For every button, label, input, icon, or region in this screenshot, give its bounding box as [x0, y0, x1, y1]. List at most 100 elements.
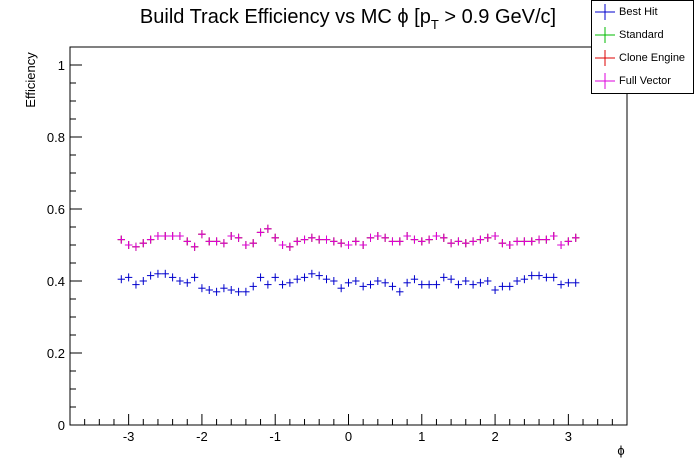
data-point	[359, 282, 367, 291]
data-point	[249, 282, 257, 291]
data-point	[205, 286, 213, 294]
data-point	[278, 241, 287, 249]
data-point	[564, 278, 573, 287]
data-point	[454, 280, 463, 289]
data-point	[447, 239, 455, 248]
legend-item: Standard	[592, 24, 693, 47]
y-axis-label: Efficiency	[23, 52, 38, 108]
data-point	[476, 278, 485, 287]
legend-label: Full Vector	[619, 75, 671, 87]
data-point	[374, 277, 382, 285]
legend-marker-icon	[595, 27, 615, 43]
data-point	[330, 237, 338, 246]
data-point	[220, 284, 228, 293]
y-tick-label: 0.6	[47, 202, 65, 217]
y-tick-label: 0.2	[47, 346, 65, 361]
data-point	[176, 277, 184, 285]
data-point	[403, 232, 411, 240]
data-point	[469, 280, 477, 289]
data-point	[278, 280, 287, 289]
data-point	[300, 235, 309, 244]
x-axis-label: ϕ	[617, 443, 624, 458]
data-point	[132, 242, 140, 251]
data-point	[454, 237, 463, 246]
data-point	[227, 286, 235, 294]
data-point	[403, 278, 411, 287]
data-point	[352, 277, 360, 285]
x-axis: -3 -2 -1 0 1 2 3	[69, 414, 628, 444]
data-point	[344, 278, 353, 287]
data-point	[366, 233, 375, 242]
data-point	[440, 273, 448, 282]
y-tick-label: 0.4	[47, 274, 65, 289]
x-tick-label: 3	[565, 429, 572, 444]
data-point	[161, 269, 169, 278]
data-point	[506, 241, 514, 249]
data-point	[264, 280, 272, 289]
chart-title: Build Track Efficiency vs MC ϕ [pT > 0.9…	[140, 6, 556, 32]
data-point	[286, 278, 294, 287]
data-point	[476, 235, 485, 244]
legend-marker-icon	[595, 4, 615, 20]
data-point	[168, 273, 177, 282]
data-point	[198, 230, 206, 239]
data-point	[469, 237, 477, 246]
data-point	[146, 271, 155, 280]
x-tick-label: 2	[491, 429, 498, 444]
legend: Best Hit Standard Clone Engine Full Vector	[591, 0, 694, 94]
data-point	[315, 235, 323, 244]
legend-marker-icon	[595, 73, 615, 89]
y-axis: 0 0.2 0.4 0.6 0.8 1	[47, 58, 82, 433]
legend-label: Standard	[619, 29, 664, 41]
data-point	[513, 277, 521, 285]
data-point	[293, 275, 301, 284]
data-point	[381, 278, 389, 287]
data-point	[308, 233, 316, 242]
data-point	[498, 239, 507, 248]
data-point	[212, 287, 221, 296]
x-tick-label: -3	[123, 429, 135, 444]
data-point	[462, 239, 470, 248]
data-point	[220, 239, 228, 248]
data-point	[271, 233, 279, 242]
data-point	[520, 275, 529, 284]
data-point	[124, 273, 133, 282]
legend-label: Clone Engine	[619, 52, 686, 64]
legend-item: Best Hit	[592, 1, 693, 24]
data-point	[234, 287, 243, 296]
x-tick-label: 1	[418, 429, 425, 444]
data-point	[418, 280, 426, 289]
data-point	[183, 278, 191, 287]
data-point	[183, 237, 191, 246]
data-point	[300, 273, 309, 282]
legend-item: Full Vector	[592, 70, 693, 93]
x-tick-label: -2	[196, 429, 208, 444]
series-best-hit	[117, 269, 580, 296]
data-point	[293, 237, 301, 246]
data-point	[396, 287, 404, 296]
y-tick-label: 0	[58, 418, 65, 433]
data-point	[242, 287, 250, 296]
data-point	[520, 237, 529, 246]
data-point	[462, 277, 470, 285]
data-point	[146, 235, 155, 244]
data-points	[117, 224, 580, 296]
data-point	[286, 242, 294, 251]
data-point	[190, 242, 199, 251]
data-point	[322, 235, 331, 244]
data-point	[418, 237, 426, 246]
data-point	[557, 241, 565, 249]
data-point	[139, 239, 147, 248]
data-point	[447, 275, 455, 284]
data-point	[190, 273, 199, 282]
data-point	[264, 224, 272, 233]
series-full-vector	[117, 224, 580, 251]
data-point	[154, 269, 162, 278]
data-point	[410, 235, 419, 244]
data-point	[432, 232, 441, 240]
data-point	[425, 280, 433, 289]
data-point	[374, 232, 382, 240]
plot-frame	[69, 46, 628, 426]
data-point	[498, 282, 507, 291]
